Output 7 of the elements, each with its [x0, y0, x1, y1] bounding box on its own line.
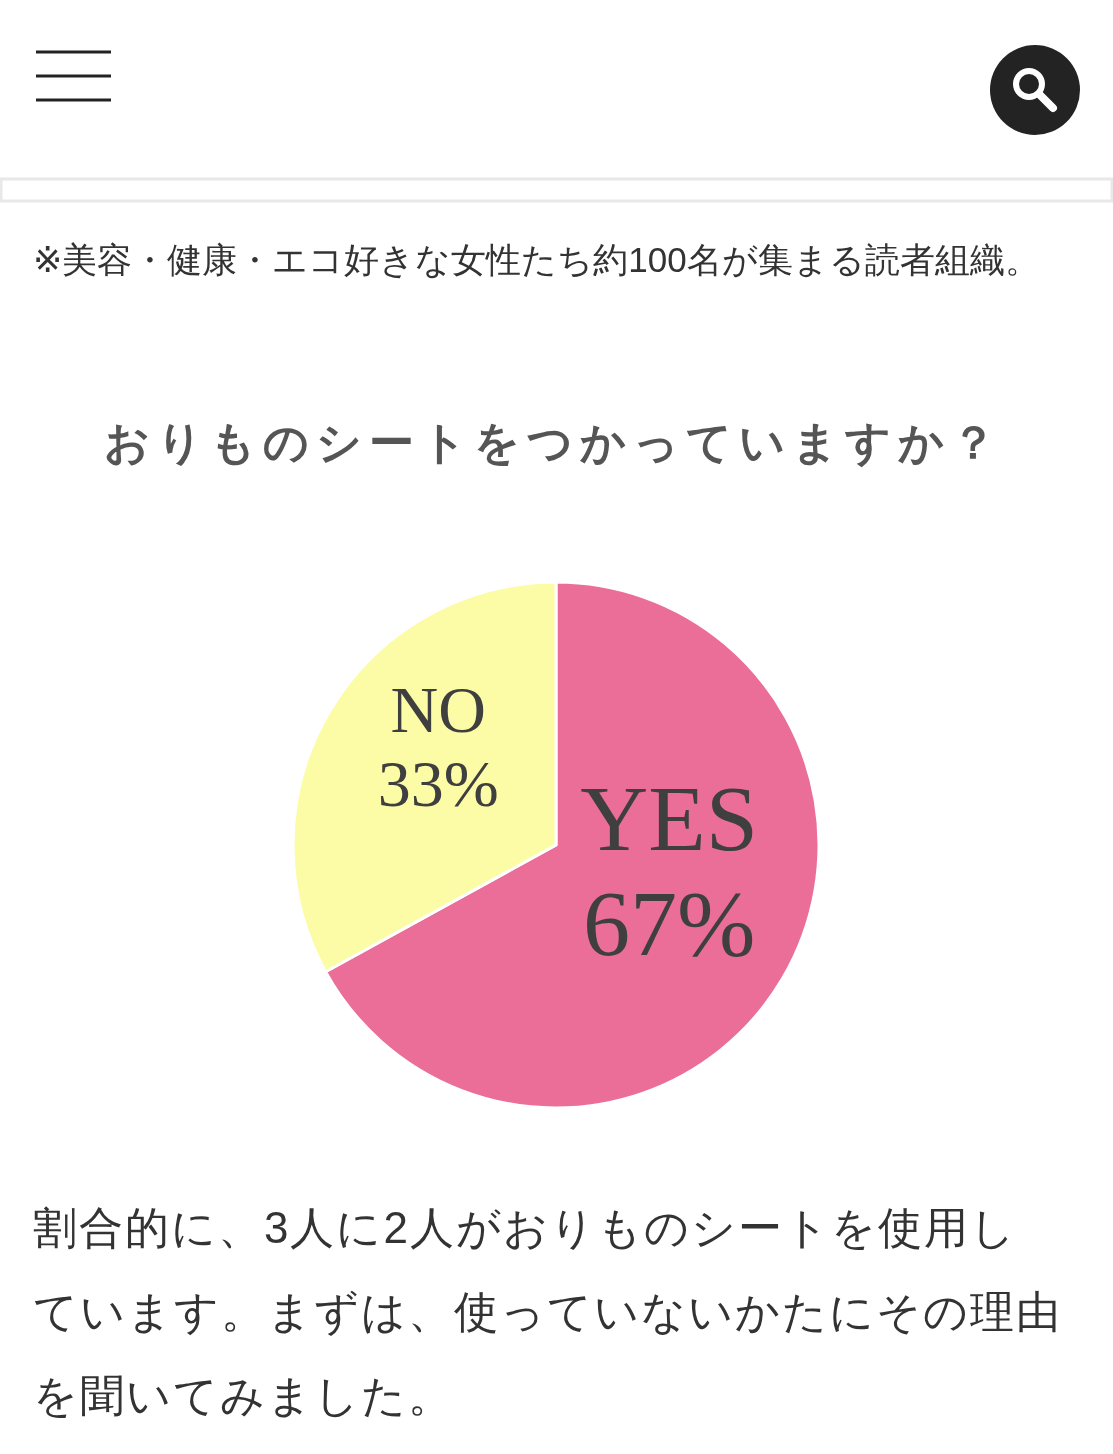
data-label: 67% [582, 871, 756, 976]
slice-label: YES [580, 765, 759, 870]
chart-title: おりものシートをつかっていますか？ [103, 417, 1003, 468]
slice-label: NO [390, 672, 486, 746]
data-label: 33% [377, 746, 499, 820]
text: ※美容・健康・エコ好きな女性たち約100名が集まる読者組織。 [33, 240, 1040, 279]
text: 割合的に、3人に2人がおりものシートを使用しています。まずは、使っていないかたにその理由を聞いてみました。 [33, 1203, 1062, 1420]
